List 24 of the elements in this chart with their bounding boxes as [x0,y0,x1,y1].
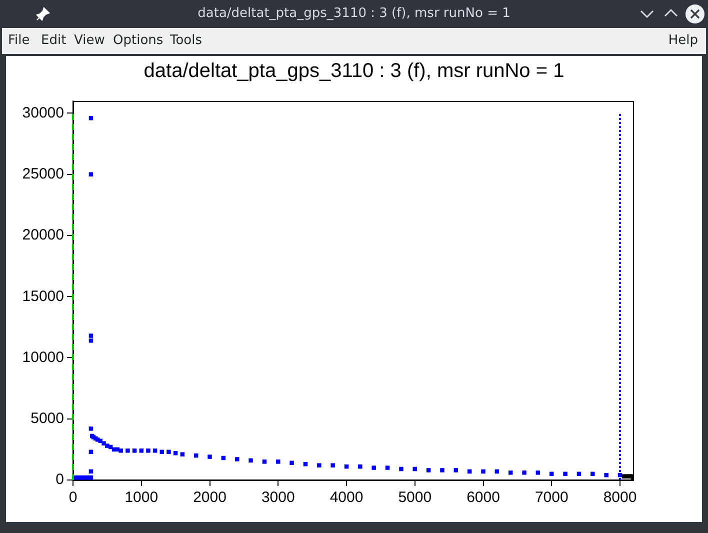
text: Tools [170,33,202,48]
y-tick-label: 5000 [30,410,64,428]
text: Help [668,33,698,48]
x-tick-label: 4000 [330,489,364,506]
x-tick-label: 1000 [124,489,158,506]
x-tick-label: 2000 [193,489,226,506]
x-tick-label: 3000 [261,489,295,506]
y-tick-label: 25000 [22,165,64,182]
text: File [8,33,30,48]
x-tick-label: 8000 [603,489,637,506]
chart-title: data/deltat_pta_gps_3110 : 3 (f), msr runNo = 1 [198,6,510,21]
y-tick-label: 15000 [22,288,64,305]
text: Edit [41,33,66,48]
text: View [74,33,105,48]
y-tick-label: 10000 [22,348,64,366]
chart-title: data/deltat_pta_gps_3110 : 3 (f), msr runNo = 1 [142,60,566,83]
text: Options [113,33,164,48]
y-tick-label: 0 [56,471,64,488]
x-tick-label: 6000 [466,489,500,506]
x-tick-label: 5000 [398,489,432,506]
x-tick-label: 7000 [534,489,568,506]
y-tick-label: 30000 [22,104,64,122]
x-tick-label: 0 [68,489,78,506]
y-tick-label: 20000 [22,226,64,244]
